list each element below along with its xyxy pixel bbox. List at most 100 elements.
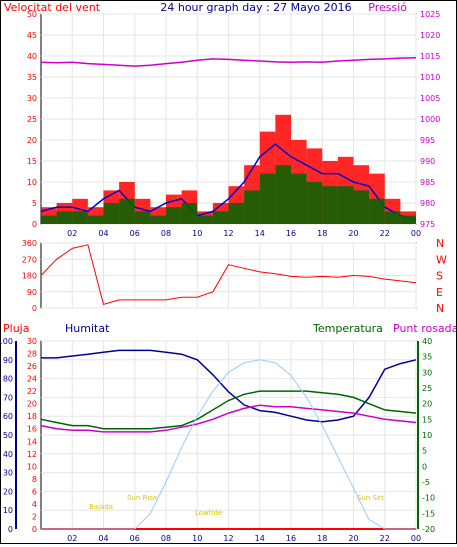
humidity-axis-tick: 60 <box>3 412 13 421</box>
rain-axis-tick: 16 <box>27 425 37 434</box>
x-tick-label: 02 <box>67 534 77 543</box>
x-tick-label: 22 <box>380 229 390 238</box>
humidity-axis-tick: 70 <box>3 393 13 402</box>
x-tick-label: 20 <box>348 229 358 238</box>
direction-axis-tick: 0 <box>32 304 37 313</box>
x-tick-label: 10 <box>192 534 202 543</box>
x-tick-label: 08 <box>161 534 171 543</box>
rain-label: Pluja <box>3 322 29 335</box>
rain-axis-tick: 24 <box>27 375 37 384</box>
wind-green-bar <box>181 203 198 224</box>
temp-axis-tick: -10 <box>422 494 435 503</box>
humidity-axis-tick: 0 <box>8 525 13 534</box>
rain-axis-tick: 2 <box>32 512 37 521</box>
sunrise-annotation: Sun Rise <box>127 494 157 502</box>
rain-axis-tick: 22 <box>27 387 37 396</box>
graph-title: 24 hour graph day : 27 Mayo 2016 <box>160 1 351 14</box>
x-tick-label: 12 <box>223 229 233 238</box>
x-tick-label: 12 <box>223 534 233 543</box>
temp-axis-tick: 25 <box>422 384 432 393</box>
temp-axis-tick: -15 <box>422 509 435 518</box>
pressure-axis-tick: 1015 <box>420 52 440 61</box>
compass-axis-tick: E <box>436 286 443 299</box>
temp-axis-tick: 15 <box>422 415 432 424</box>
temperature-line <box>40 390 417 430</box>
pressure-axis-tick: 1000 <box>420 115 440 124</box>
wind-axis-tick: 10 <box>27 178 37 187</box>
grid-layer <box>41 13 417 530</box>
pressure-axis-tick: 1020 <box>420 31 440 40</box>
humidity-axis-tick: 80 <box>3 375 13 384</box>
wind-green-bar <box>275 165 291 224</box>
temp-axis-tick: 30 <box>422 368 432 377</box>
x-tick-label: 00 <box>411 229 421 238</box>
wind-green-bar <box>87 215 104 224</box>
x-tick-label: 08 <box>161 229 171 238</box>
sunset-annotation: Sun Set <box>357 494 384 502</box>
temp-axis-tick: -5 <box>422 478 430 487</box>
dew-point-label: Punt rosada <box>393 322 456 335</box>
direction-axis-tick: 180 <box>22 272 37 281</box>
wind-green-bar <box>228 203 245 224</box>
wind-green-bar <box>400 215 416 224</box>
x-tick-label: 14 <box>255 229 265 238</box>
rain-axis-tick: 6 <box>32 487 37 496</box>
solar-curve <box>41 359 416 530</box>
rain-axis-tick: 4 <box>32 500 37 509</box>
dew-point-line <box>40 404 417 433</box>
wind-green-bar <box>72 211 88 224</box>
pressure-label: Pressió <box>368 1 407 14</box>
rain-axis-tick: 30 <box>27 337 37 346</box>
humidity-axis-tick: 30 <box>3 469 13 478</box>
x-tick-label: 22 <box>380 534 390 543</box>
x-tick-label: 04 <box>98 534 108 543</box>
temperature-label: Temperatura <box>312 322 383 335</box>
pressure-axis-tick: 1005 <box>420 94 440 103</box>
wind-green-bar <box>291 173 307 224</box>
wind-axis-tick: 20 <box>27 136 37 145</box>
direction-axis-tick: 90 <box>27 288 37 297</box>
wind-green-bar <box>103 203 120 224</box>
wind-green-bar <box>353 190 370 224</box>
rain-axis-tick: 0 <box>32 525 37 534</box>
pressure-line <box>40 56 417 67</box>
wind-axis-tick: 30 <box>27 94 37 103</box>
pressure-axis-tick: 985 <box>420 178 435 187</box>
humidity-axis-tick: 100 <box>1 337 13 346</box>
wind-direction-line <box>40 244 417 306</box>
x-tick-label: 14 <box>255 534 265 543</box>
wind-axis-tick: 5 <box>32 199 37 208</box>
wind-axis-tick: 50 <box>27 10 37 19</box>
humidity-axis-tick: 10 <box>3 506 13 515</box>
humidity-line <box>41 349 417 423</box>
temp-axis-tick: 35 <box>422 353 432 362</box>
wind-green-bar <box>369 198 385 224</box>
rain-axis-tick: 14 <box>27 437 37 446</box>
wind-green-bar <box>212 211 229 224</box>
wind-axis-tick: 25 <box>27 115 37 124</box>
pressure-axis-tick: 1025 <box>420 10 440 19</box>
rain-axis-tick: 20 <box>27 400 37 409</box>
x-tick-label: 16 <box>286 534 296 543</box>
pressure-axis-tick: 975 <box>420 220 435 229</box>
x-tick-label: 02 <box>67 229 77 238</box>
direction-axis-tick: 360 <box>22 239 37 248</box>
temp-axis-tick: -20 <box>422 525 435 534</box>
x-tick-label: 06 <box>130 229 140 238</box>
pressure-axis-tick: 995 <box>420 136 435 145</box>
lowtide-annotation: Lowtide <box>195 509 222 517</box>
wind-green-bar <box>244 190 260 224</box>
wind-green-bar <box>41 215 57 224</box>
wind-green-bar <box>322 186 338 224</box>
rain-axis-tick: 10 <box>27 462 37 471</box>
pressure-axis-tick: 980 <box>420 199 435 208</box>
compass-axis-tick: S <box>436 270 443 283</box>
temp-axis-tick: 10 <box>422 431 432 440</box>
wind-green-bar <box>150 215 166 224</box>
humidity-label: Humitat <box>65 322 110 335</box>
rain-axis-tick: 26 <box>27 362 37 371</box>
wind-axis-tick: 0 <box>32 220 37 229</box>
